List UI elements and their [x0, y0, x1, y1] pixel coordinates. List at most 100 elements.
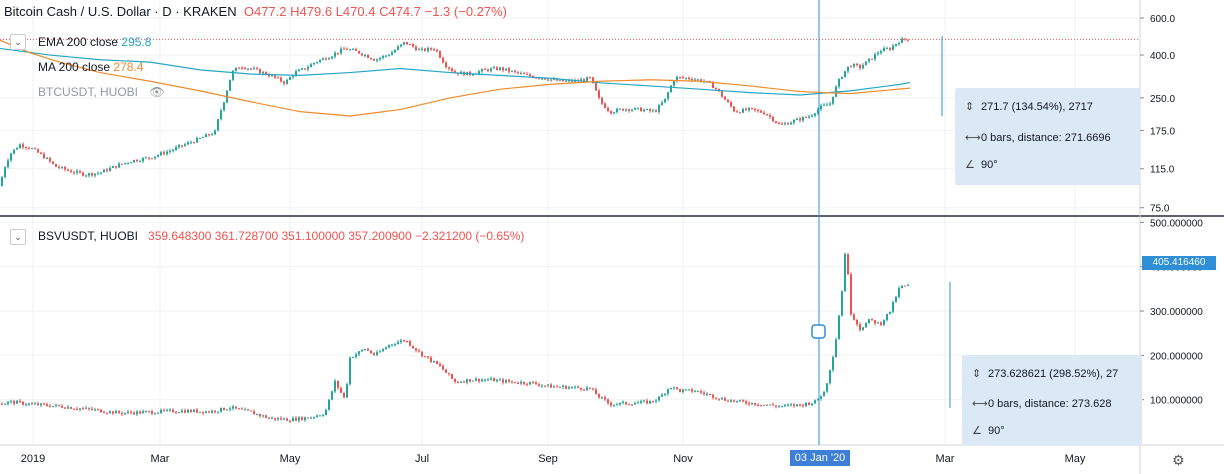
bch-candle: [340, 48, 342, 54]
bsv-candle: [400, 340, 402, 343]
bch-candle: [484, 69, 486, 71]
bch-candle: [181, 145, 183, 147]
bsv-candle: [241, 408, 243, 410]
bsv-candle: [739, 400, 741, 402]
bch-candle: [634, 107, 636, 110]
bch-candle: [88, 173, 90, 176]
bch-candle: [325, 58, 327, 60]
bch-candle: [715, 88, 717, 90]
bch-candle: [43, 153, 45, 159]
bsv-candle: [232, 406, 234, 409]
bsv-candle: [538, 384, 540, 386]
bch-candle: [655, 110, 657, 112]
bsv-candle: [646, 400, 648, 404]
bch-candle: [352, 49, 354, 51]
legend-ma[interactable]: MA 200 close 278.4: [38, 60, 143, 74]
bch-candle: [391, 52, 393, 56]
angle-icon: ∠: [972, 425, 982, 437]
bsv-candle: [763, 404, 765, 406]
bch-candle: [868, 58, 870, 62]
bch-candle: [322, 58, 324, 60]
bsv-candle: [898, 288, 900, 297]
bsv-candle: [718, 398, 720, 400]
bsv-candle: [871, 319, 873, 321]
bsv-candle: [874, 320, 876, 324]
bch-candle: [601, 97, 603, 104]
bsv-candle: [847, 254, 849, 275]
bsv-candle: [457, 381, 459, 383]
bsv-candle: [907, 284, 909, 286]
bch-candle: [220, 110, 222, 120]
bsv-candle: [94, 409, 96, 411]
bsv-candle: [52, 405, 54, 407]
bch-candle: [142, 157, 144, 162]
bsv-candle: [586, 387, 588, 390]
bch-candle: [262, 71, 264, 74]
bsv-candle: [691, 389, 693, 392]
bsv-candle: [337, 380, 339, 388]
bch-candle: [844, 71, 846, 77]
bch-candle: [187, 142, 189, 145]
x-tick-label: Mar: [151, 453, 170, 465]
bsv-candle: [655, 400, 657, 402]
top-measure-bars-row: ⟷0 bars, distance: 271.6696: [965, 132, 1111, 144]
ohlc-open: O477.2: [243, 4, 287, 19]
bsv-candle: [679, 388, 681, 392]
bch-candle: [331, 56, 333, 59]
bottom-measure-box: ⇕ 273.628621 (298.52%), 27 ⟷0 bars, dista…: [962, 355, 1142, 445]
top-measure-box: ⇕ 271.7 (134.54%), 2717 ⟷0 bars, distance…: [955, 88, 1140, 185]
bch-candle: [109, 167, 111, 172]
bsv-candle: [577, 386, 579, 388]
bsv-candle: [688, 389, 690, 391]
bsv-candle: [733, 400, 735, 402]
legend-compare-symbol[interactable]: BTCUSDT, HUOBI 👁: [38, 85, 165, 99]
bch-candle: [280, 77, 282, 82]
bch-candle: [547, 79, 549, 81]
bsv-candle: [397, 342, 399, 345]
bch-candle: [862, 65, 864, 69]
bsv-candle: [880, 322, 882, 325]
bsv-candle: [208, 411, 210, 413]
bsv-candle: [178, 412, 180, 414]
bsv-candle: [127, 411, 129, 413]
bch-candle: [136, 159, 138, 162]
bsv-candle: [526, 383, 528, 385]
bch-candle: [229, 79, 231, 91]
bsv-candle: [820, 396, 822, 399]
bch-candle: [46, 157, 48, 159]
bch-candle: [829, 103, 831, 105]
bch-candle: [766, 114, 768, 116]
bsv-candle: [508, 380, 510, 382]
legend-ema[interactable]: EMA 200 close 295.8: [38, 35, 151, 49]
bsv-candle: [256, 413, 258, 415]
eye-hidden-icon[interactable]: 👁: [149, 85, 165, 99]
bch-candle: [328, 58, 330, 60]
bsv-candle: [25, 404, 27, 406]
bch-candle: [640, 107, 642, 112]
bsv-candle: [724, 398, 726, 401]
bsv-candle: [28, 403, 30, 405]
gear-icon[interactable]: ⚙: [1172, 452, 1185, 468]
bsv-candle: [460, 381, 462, 383]
bottom-legend-collapse-icon[interactable]: ⌄: [10, 229, 26, 245]
bch-candle: [541, 78, 543, 80]
bch-candle: [193, 142, 195, 144]
bch-candle: [649, 109, 651, 111]
bsv-candle: [856, 319, 858, 325]
bch-candle: [436, 49, 438, 52]
bsv-candle: [157, 412, 159, 414]
bch-candle: [355, 49, 357, 51]
bch-candle: [208, 134, 210, 136]
bsv-candle: [106, 412, 108, 414]
bch-candle: [112, 166, 114, 168]
legend-collapse-icon[interactable]: ⌄: [10, 34, 26, 50]
bsv-candle: [316, 415, 318, 418]
bsv-candle: [445, 369, 447, 373]
bsv-candle: [766, 404, 768, 406]
bsv-candle: [409, 341, 411, 346]
bch-candle: [256, 68, 258, 70]
bsv-candle: [544, 385, 546, 387]
bch-candle: [904, 38, 906, 40]
crosshair-date-label: 03 Jan '20: [790, 450, 850, 466]
